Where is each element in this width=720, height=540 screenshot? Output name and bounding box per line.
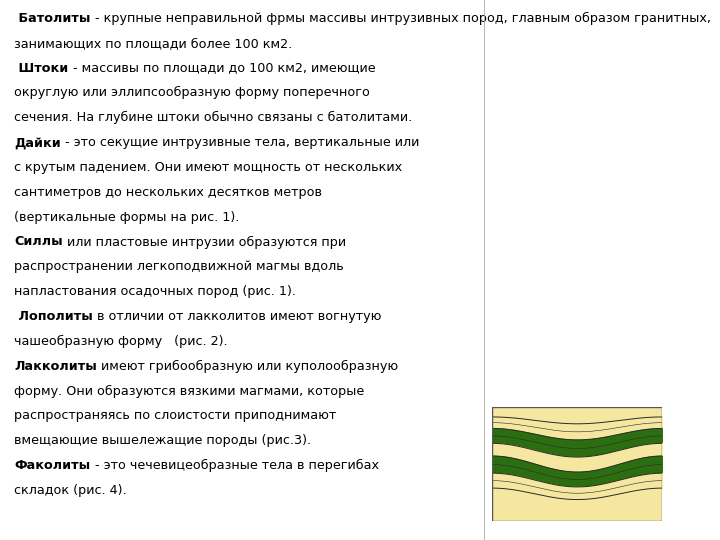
Bar — [492, 407, 662, 522]
Text: 4: 4 — [671, 456, 680, 471]
Polygon shape — [492, 173, 662, 233]
Bar — [492, 74, 662, 81]
Text: распространении легкоподвижной магмы вдоль: распространении легкоподвижной магмы вдо… — [14, 260, 344, 273]
Text: форму. Они образуются вязкими магмами, которые: форму. Они образуются вязкими магмами, к… — [14, 384, 364, 397]
Bar — [492, 407, 662, 522]
Polygon shape — [569, 359, 586, 392]
Text: (вертикальные формы на рис. 1).: (вертикальные формы на рис. 1). — [14, 211, 240, 224]
Text: 1: 1 — [671, 66, 680, 82]
Text: Батолиты: Батолиты — [14, 12, 91, 25]
Bar — [492, 147, 662, 264]
Bar — [492, 94, 662, 100]
Text: с крутым падением. Они имеют мощность от нескольких: с крутым падением. Они имеют мощность от… — [14, 161, 402, 174]
Polygon shape — [516, 303, 639, 359]
Text: чашеобразную форму   (рис. 2).: чашеобразную форму (рис. 2). — [14, 335, 228, 348]
Text: - крупные неправильной фрмы массивы интрузивных пород, главным образом гранитных: - крупные неправильной фрмы массивы интр… — [91, 12, 711, 25]
Bar — [492, 357, 662, 394]
Text: или пластовые интрузии образуются при: или пластовые интрузии образуются при — [63, 235, 346, 248]
Text: Штоки: Штоки — [14, 62, 68, 75]
Text: Силлы: Силлы — [14, 235, 63, 248]
Text: в отличии от лакколитов имеют вогнутую: в отличии от лакколитов имеют вогнутую — [93, 310, 382, 323]
Text: Лополиты: Лополиты — [14, 310, 93, 323]
Text: 3: 3 — [671, 328, 680, 343]
Text: имеют грибообразную или куполообразную: имеют грибообразную или куполообразную — [97, 360, 398, 373]
Text: сечения. На глубине штоки обычно связаны с батолитами.: сечения. На глубине штоки обычно связаны… — [14, 111, 413, 124]
Bar — [492, 278, 662, 394]
Polygon shape — [572, 113, 582, 261]
Text: - это чечевицеобразные тела в перегибах: - это чечевицеобразные тела в перегибах — [91, 459, 379, 472]
Bar — [492, 278, 662, 394]
Text: напластования осадочных пород (рис. 1).: напластования осадочных пород (рис. 1). — [14, 285, 297, 298]
Text: занимающих по площади более 100 км2.: занимающих по площади более 100 км2. — [14, 37, 292, 50]
Text: складок (рис. 4).: складок (рис. 4). — [14, 484, 127, 497]
Bar — [492, 53, 662, 62]
Text: Дайки: Дайки — [14, 136, 61, 149]
Text: округлую или эллипсообразную форму поперечного: округлую или эллипсообразную форму попер… — [14, 86, 370, 99]
Bar — [492, 19, 662, 28]
Polygon shape — [497, 282, 657, 359]
Bar — [505, 35, 649, 47]
Bar — [492, 14, 662, 134]
Text: - массивы по площади до 100 км2, имеющие: - массивы по площади до 100 км2, имеющие — [68, 62, 375, 75]
Bar — [492, 37, 662, 45]
Polygon shape — [503, 287, 652, 359]
Text: Факолиты: Факолиты — [14, 459, 91, 472]
Bar — [570, 41, 579, 134]
Text: Лакколиты: Лакколиты — [14, 360, 97, 373]
Bar — [492, 14, 662, 134]
Text: 2: 2 — [671, 198, 680, 213]
Text: распространяясь по слоистости приподнимают: распространяясь по слоистости приподнима… — [14, 409, 337, 422]
Text: сантиметров до нескольких десятков метров: сантиметров до нескольких десятков метро… — [14, 186, 323, 199]
Bar — [611, 47, 649, 55]
Bar — [492, 113, 662, 119]
Text: - это секущие интрузивные тела, вертикальные или: - это секущие интрузивные тела, вертикал… — [61, 136, 420, 149]
Text: вмещающие вышележащие породы (рис.3).: вмещающие вышележащие породы (рис.3). — [14, 434, 312, 447]
Bar — [492, 147, 662, 264]
